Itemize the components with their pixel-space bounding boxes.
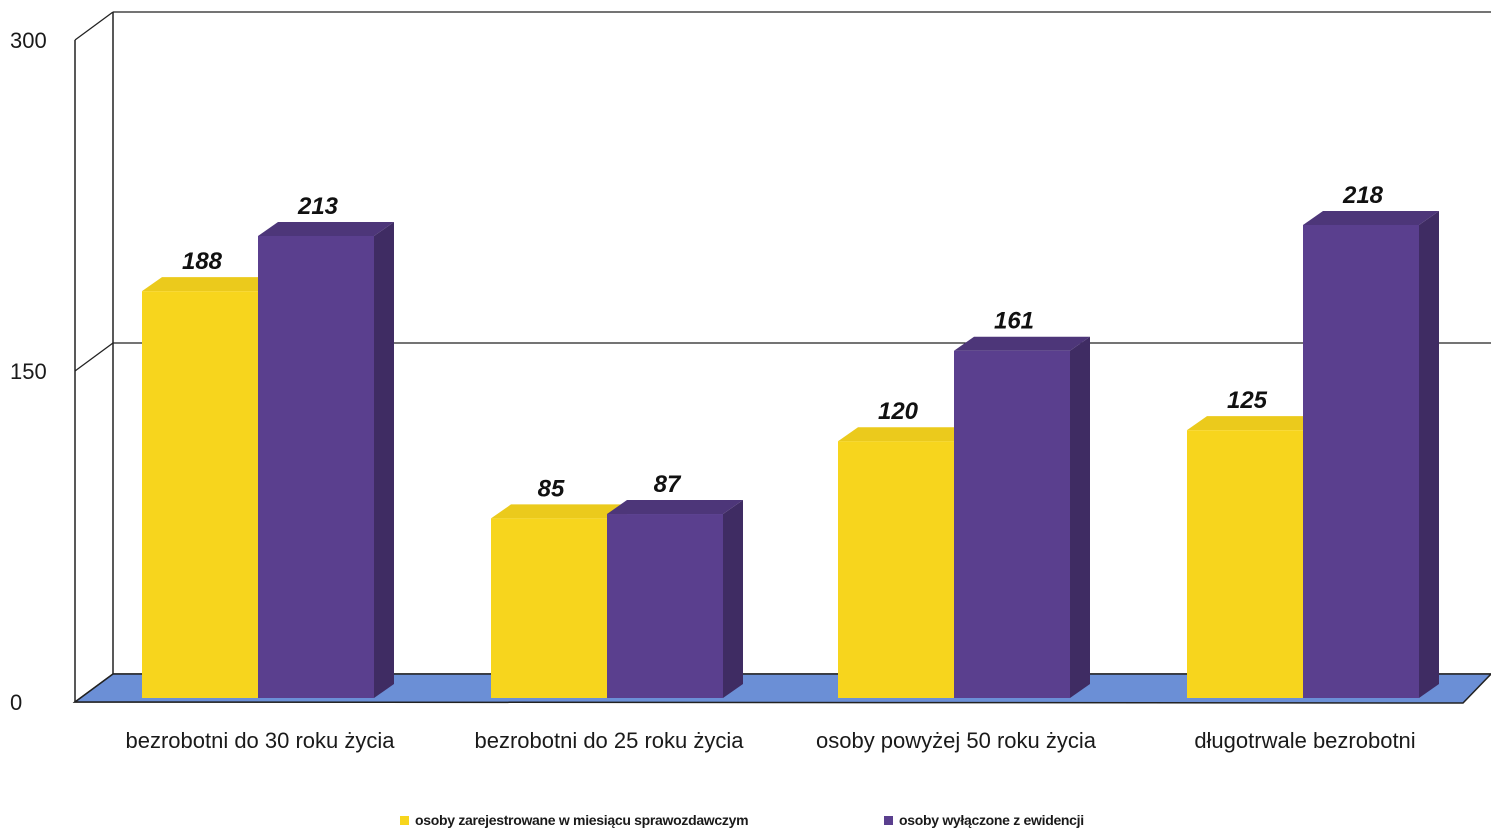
bar xyxy=(1303,210,1439,699)
gridline-depth xyxy=(74,342,114,372)
bars xyxy=(142,210,1439,699)
legend-item-removed: osoby wyłączone z ewidencji xyxy=(884,812,1084,828)
bar-front xyxy=(491,518,607,698)
y-tick-label: 0 xyxy=(10,690,22,715)
x-axis: bezrobotni do 30 roku życia bezrobotni do… xyxy=(125,728,1415,753)
y-tick-label: 300 xyxy=(10,28,47,53)
chart-floor xyxy=(72,673,1491,704)
data-label: 213 xyxy=(297,193,339,220)
x-tick-label: osoby powyżej 50 roku życia xyxy=(816,728,1097,753)
bar-top xyxy=(1303,210,1439,225)
bar-front xyxy=(954,350,1070,698)
data-label: 120 xyxy=(878,398,919,425)
data-label: 161 xyxy=(994,308,1034,335)
bar xyxy=(1187,416,1323,698)
legend-item-registered: osoby zarejestrowane w miesiącu sprawozd… xyxy=(400,812,749,828)
legend-swatch-purple xyxy=(884,815,893,825)
bar xyxy=(607,500,743,698)
bar xyxy=(142,277,278,698)
bar-side xyxy=(723,500,743,698)
legend-label-removed: osoby wyłączone z ewidencji xyxy=(899,812,1084,828)
data-label: 218 xyxy=(1342,182,1384,209)
bar-front xyxy=(1187,430,1303,698)
bar-front xyxy=(142,291,258,698)
bar-side xyxy=(1070,336,1090,698)
bar-top xyxy=(607,500,743,515)
bar-side xyxy=(374,221,394,699)
bar-top xyxy=(838,427,974,442)
data-labels: 188 213 85 87 120 161 125 218 xyxy=(182,182,1384,502)
y-tick-label: 150 xyxy=(10,359,47,384)
legend-swatch-yellow xyxy=(400,815,409,825)
bar-front xyxy=(607,514,723,698)
bar xyxy=(838,427,974,698)
bar-top xyxy=(1187,416,1323,431)
bar-front xyxy=(838,441,954,698)
legend: osoby zarejestrowane w miesiącu sprawozd… xyxy=(0,812,1491,834)
bar-side xyxy=(1419,210,1439,699)
bar-top xyxy=(954,336,1090,351)
data-label: 125 xyxy=(1227,387,1268,414)
data-label: 87 xyxy=(654,471,682,498)
bar-top xyxy=(258,221,394,236)
bar-top xyxy=(142,277,278,292)
bar xyxy=(258,221,394,699)
bar-front xyxy=(258,235,374,699)
bar-front xyxy=(1303,224,1419,699)
floor-top xyxy=(72,673,1491,704)
bar xyxy=(954,336,1090,698)
x-tick-label: bezrobotni do 30 roku życia xyxy=(125,728,395,753)
data-label: 188 xyxy=(182,248,223,275)
x-tick-label: bezrobotni do 25 roku życia xyxy=(474,728,744,753)
x-tick-label: długotrwale bezrobotni xyxy=(1194,728,1415,753)
y-axis: 0 150 300 xyxy=(10,28,47,715)
bar xyxy=(491,504,627,698)
legend-label-registered: osoby zarejestrowane w miesiącu sprawozd… xyxy=(415,812,749,828)
bar-top xyxy=(491,504,627,519)
gridline-depth xyxy=(74,11,114,41)
data-label: 85 xyxy=(538,475,565,502)
